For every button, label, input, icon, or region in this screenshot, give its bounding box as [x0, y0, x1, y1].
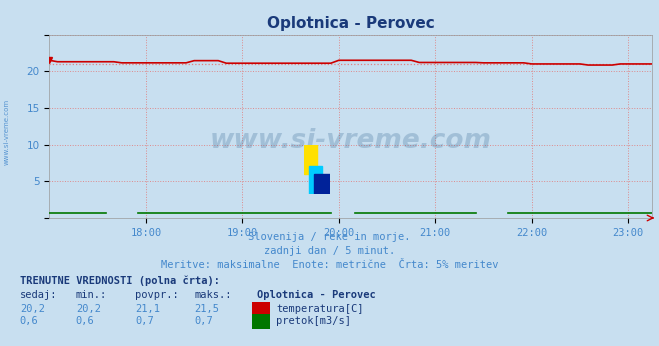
- Text: maks.:: maks.:: [194, 290, 232, 300]
- Bar: [314, 174, 330, 194]
- Text: povpr.:: povpr.:: [135, 290, 179, 300]
- Text: zadnji dan / 5 minut.: zadnji dan / 5 minut.: [264, 246, 395, 256]
- Text: temperatura[C]: temperatura[C]: [276, 304, 364, 314]
- Text: Oplotnica - Perovec: Oplotnica - Perovec: [257, 290, 376, 300]
- Text: Meritve: maksimalne  Enote: metrične  Črta: 5% meritev: Meritve: maksimalne Enote: metrične Črta…: [161, 260, 498, 270]
- Text: TRENUTNE VREDNOSTI (polna črta):: TRENUTNE VREDNOSTI (polna črta):: [20, 276, 219, 286]
- Text: 21,5: 21,5: [194, 304, 219, 314]
- Text: min.:: min.:: [76, 290, 107, 300]
- Text: 0,7: 0,7: [135, 316, 154, 326]
- Text: 0,6: 0,6: [20, 316, 38, 326]
- Text: 20,2: 20,2: [20, 304, 45, 314]
- Text: 21,1: 21,1: [135, 304, 160, 314]
- Text: Slovenija / reke in morje.: Slovenija / reke in morje.: [248, 233, 411, 243]
- Text: www.si-vreme.com: www.si-vreme.com: [210, 128, 492, 154]
- Text: 0,7: 0,7: [194, 316, 213, 326]
- Text: 20,2: 20,2: [76, 304, 101, 314]
- Bar: [310, 165, 322, 194]
- Text: pretok[m3/s]: pretok[m3/s]: [276, 316, 351, 326]
- Text: www.si-vreme.com: www.si-vreme.com: [3, 98, 9, 165]
- Text: 0,6: 0,6: [76, 316, 94, 326]
- Title: Oplotnica - Perovec: Oplotnica - Perovec: [267, 16, 435, 31]
- Bar: [304, 145, 317, 174]
- Text: sedaj:: sedaj:: [20, 290, 57, 300]
